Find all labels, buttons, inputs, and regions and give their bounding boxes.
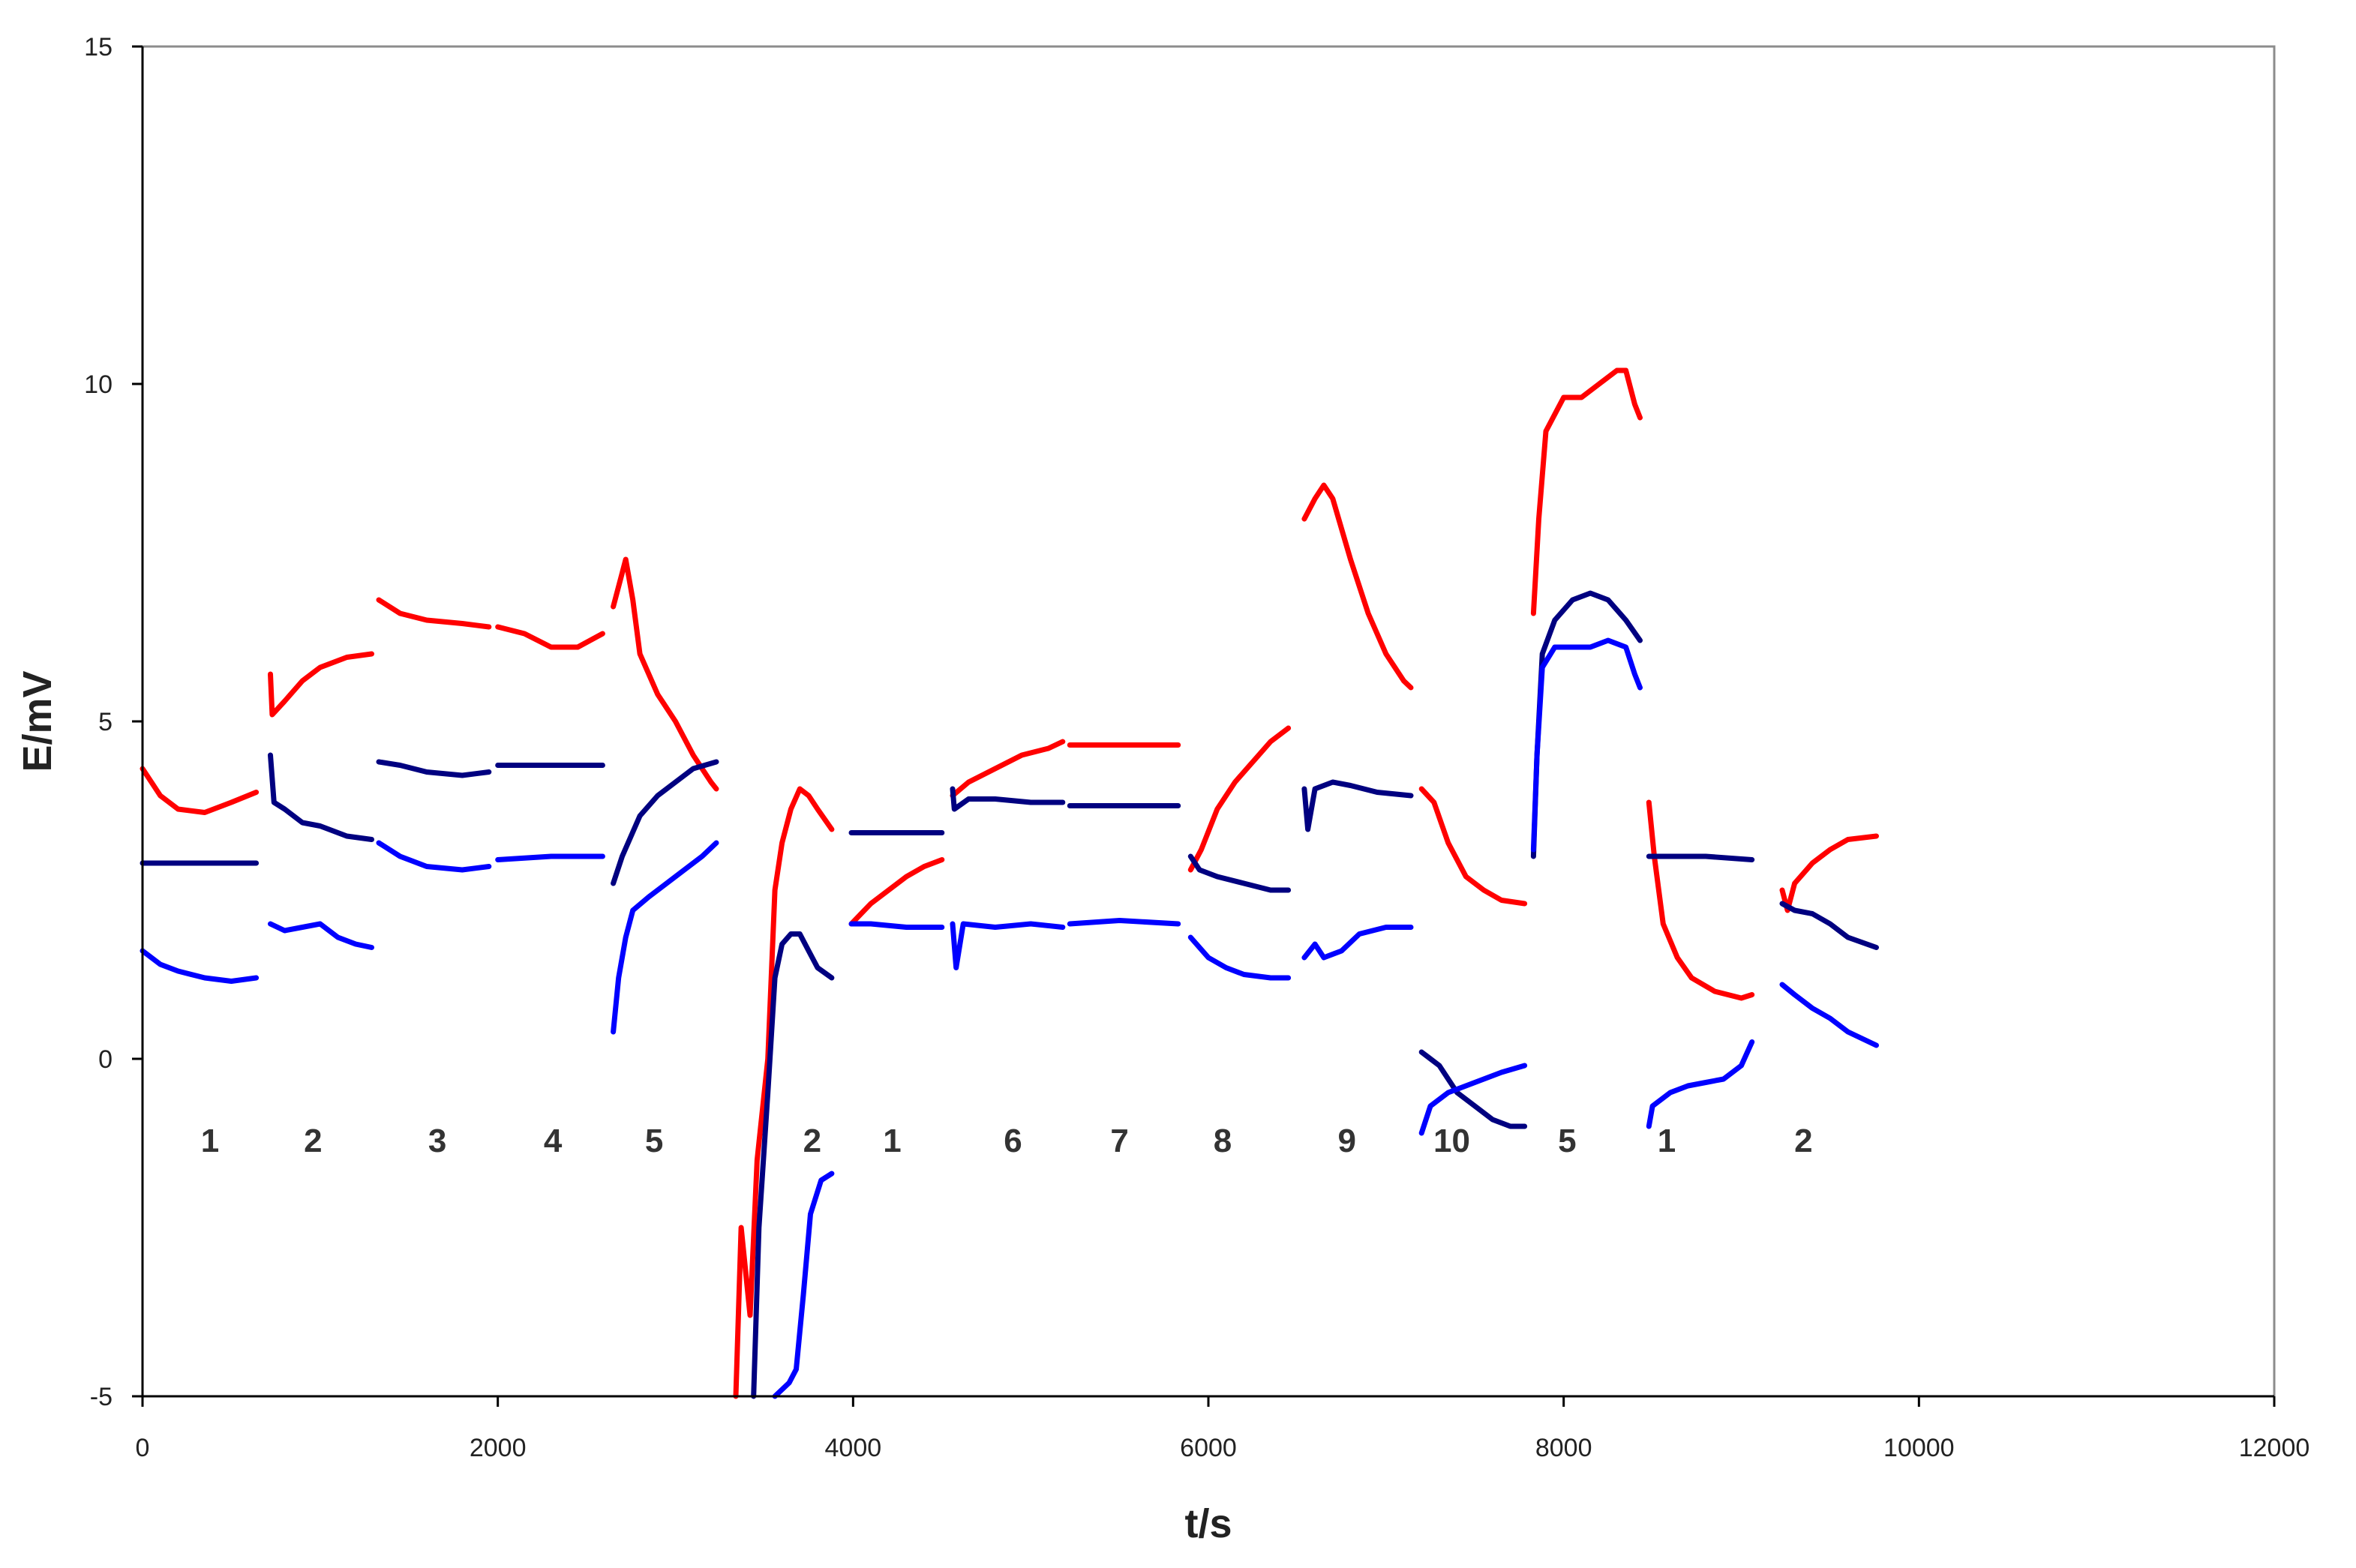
y-tick-label: 5: [98, 708, 113, 736]
x-tick-label: 6000: [1180, 1434, 1237, 1462]
series-3-segment-8: [950, 921, 1066, 970]
series-1-segment-3: [376, 597, 492, 630]
series-1-segment-15: [1779, 833, 1879, 913]
series-2-segment-12: [1418, 1049, 1528, 1129]
series-2-segment-3: [376, 759, 492, 778]
series-1-segment-1: [140, 766, 260, 815]
series-2-segment-11: [1301, 779, 1414, 832]
series-3-segment-9: [1067, 918, 1181, 927]
series-3-segment-1: [140, 948, 260, 984]
series-3-segment-3: [376, 840, 492, 873]
segment-label: 6: [1004, 1123, 1022, 1159]
segment-label: 8: [1214, 1123, 1232, 1159]
series-3-segment-2: [268, 921, 374, 950]
x-tick-label: 8000: [1535, 1434, 1592, 1462]
series-1-segment-7: [848, 857, 945, 927]
segment-label: 9: [1337, 1123, 1355, 1159]
series-3-segment-6: [772, 1171, 835, 1399]
y-axis-title: E/mV: [15, 670, 60, 772]
x-tick-label: 2000: [470, 1434, 527, 1462]
series-1-segment-4: [495, 624, 605, 650]
series-1-segment-13: [1530, 367, 1643, 616]
series-3-segment-12: [1418, 1063, 1528, 1136]
segment-labels: 1 2 3 4 5 2 1 6 7 8 9 10 5 1 2: [201, 1123, 1813, 1159]
series-3-segment-11: [1301, 925, 1414, 961]
series-1-segment-10: [1187, 725, 1292, 873]
series-2-segment-15: [1779, 901, 1879, 950]
segment-label: 2: [803, 1123, 821, 1159]
x-tick-label: 10000: [1883, 1434, 1955, 1462]
series-3-segment-7: [848, 921, 945, 930]
series-3-segment-10: [1187, 934, 1292, 981]
series-group: [140, 367, 1879, 1399]
series-1-segment-12: [1418, 786, 1528, 907]
series-2-segment-14: [1646, 853, 1755, 862]
series-2-segment-2: [268, 752, 374, 842]
series-1-segment-14: [1646, 799, 1755, 1001]
segment-label: 10: [1433, 1123, 1470, 1159]
series-1-segment-8: [950, 739, 1066, 799]
series-3-segment-5: [611, 840, 719, 1035]
segment-label: 5: [645, 1123, 663, 1159]
x-tick-label: 12000: [2239, 1434, 2310, 1462]
y-tick-label: -5: [90, 1383, 113, 1411]
y-tick-label: 10: [84, 370, 113, 399]
series-1-segment-2: [268, 651, 374, 718]
y-tick-label: 0: [98, 1045, 113, 1074]
segment-label: 7: [1110, 1123, 1128, 1159]
segment-label: 1: [201, 1123, 219, 1159]
segment-label: 2: [1794, 1123, 1812, 1159]
series-2-segment-5: [611, 759, 719, 886]
series-3-segment-13: [1530, 637, 1643, 853]
series-2-segment-6: [751, 931, 835, 1399]
segment-label: 3: [428, 1123, 446, 1159]
x-tick-label: 0: [136, 1434, 150, 1462]
x-axis-title: t/s: [1184, 1501, 1232, 1546]
series-3-segment-15: [1779, 982, 1879, 1048]
segment-label: 4: [544, 1123, 563, 1159]
segment-label: 5: [1558, 1123, 1576, 1159]
series-1-segment-11: [1301, 482, 1414, 691]
segment-label: 2: [304, 1123, 322, 1159]
series-3-segment-4: [495, 853, 605, 862]
segment-label: 1: [1658, 1123, 1676, 1159]
series-1-segment-6: [733, 786, 835, 1399]
x-tick-label: 4000: [825, 1434, 882, 1462]
segment-label: 1: [883, 1123, 901, 1159]
series-3-segment-14: [1646, 1039, 1755, 1129]
series-2-segment-8: [950, 786, 1066, 812]
y-tick-label: 15: [84, 33, 113, 61]
series-2-segment-10: [1187, 853, 1292, 893]
